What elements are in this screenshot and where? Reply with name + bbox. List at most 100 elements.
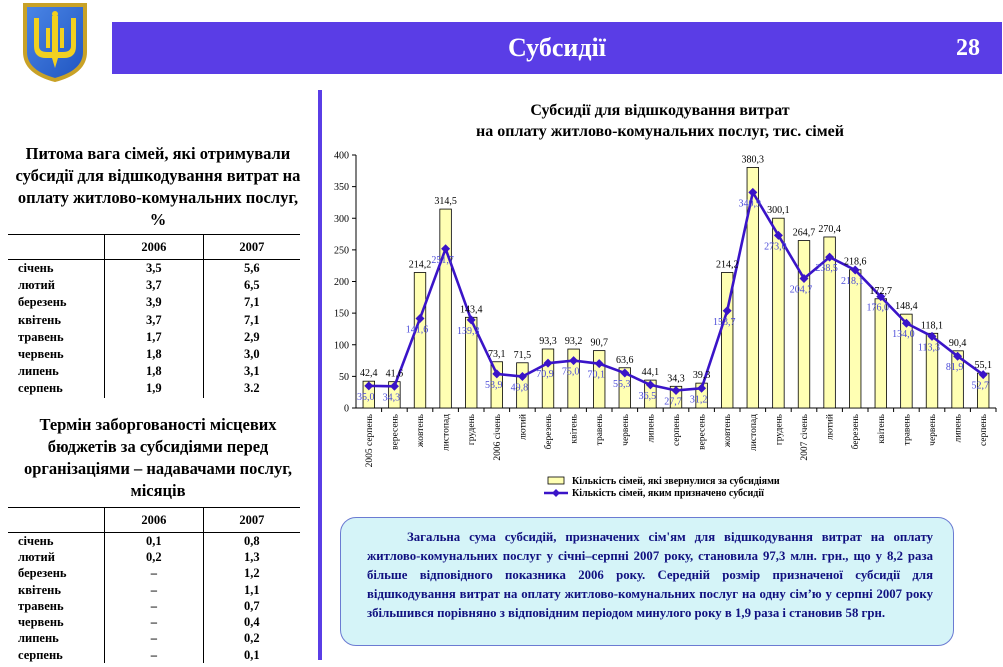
line-data-label: 55,3 <box>613 379 631 390</box>
line-point-marker <box>569 356 579 366</box>
bar <box>490 361 503 409</box>
bar <box>413 272 427 409</box>
table-row: березень –1,2 <box>8 565 300 582</box>
x-tick-label: лютий <box>825 414 836 440</box>
value-2006-cell: 0,2 <box>104 549 204 566</box>
value-2006-cell: – <box>104 647 204 664</box>
line-data-label: 139,3 <box>457 326 480 337</box>
line-data-label: 204,7 <box>790 285 813 296</box>
month-cell: червень <box>18 347 64 362</box>
bar-data-label: 39,3 <box>693 370 711 381</box>
bar-data-label: 214,2 <box>716 260 739 271</box>
bar-data-label: 55,1 <box>974 360 992 371</box>
value-2006-cell: 1,7 <box>104 328 204 346</box>
value-2007-cell: 6,5 <box>202 277 300 295</box>
line-data-label: 70,1 <box>587 370 605 381</box>
x-tick-label: березень <box>543 413 554 449</box>
table-row: травень –0,7 <box>8 598 300 615</box>
line-point-marker <box>799 274 809 284</box>
bar-data-label: 314,5 <box>434 196 457 207</box>
y-tick-label: 50 <box>339 372 349 383</box>
month-cell: липень <box>18 631 59 646</box>
coat-of-arms-logo <box>23 3 87 82</box>
x-tick-label: квітень <box>877 413 887 443</box>
value-2007-cell: 7,1 <box>202 311 300 329</box>
line-point-marker <box>978 370 988 380</box>
month-cell: серпень <box>18 647 63 662</box>
x-tick-label: вересень <box>390 413 400 449</box>
bar <box>618 367 631 409</box>
bar-data-label: 41,6 <box>386 369 404 380</box>
month-cell: серпень <box>18 381 63 396</box>
bar <box>388 381 401 409</box>
legend-bar-label: Кількість сімей, які звернулися за субси… <box>572 476 780 487</box>
line-point-marker <box>927 331 937 341</box>
bar-data-label: 214,2 <box>409 260 432 271</box>
line-data-label: 27,7 <box>664 396 682 407</box>
y-tick-label: 400 <box>334 151 349 162</box>
month-cell: лютий <box>18 278 55 293</box>
line-data-label: 153,7 <box>713 317 736 328</box>
month-cell: травень <box>18 598 64 613</box>
table-row: квітень 3,7 7,1 <box>8 311 300 329</box>
bar <box>721 272 734 409</box>
value-2007-cell: 0,8 <box>202 532 300 550</box>
line-data-label: 52,7 <box>971 381 989 392</box>
bar <box>772 217 785 409</box>
line-data-label: 176,0 <box>867 303 890 314</box>
line-point-marker <box>722 306 732 316</box>
value-2006-cell: 0,1 <box>104 532 204 550</box>
table-row: квітень –1,1 <box>8 581 300 599</box>
line-point-marker <box>901 318 911 328</box>
line-point-marker <box>364 381 374 391</box>
subsidies-chart: 0 50 100 150 200 250 300 350 400 2005 серпень вере… <box>334 151 997 499</box>
month-cell: березень <box>18 566 67 581</box>
bar <box>695 382 708 409</box>
line-point-marker <box>671 385 681 395</box>
bar-data-label: 42,4 <box>360 368 378 379</box>
line-data-label: 113,3 <box>918 342 940 353</box>
x-tick-label: 2005 серпень <box>365 413 375 467</box>
bar-data-label: 172,7 <box>870 286 893 297</box>
y-tick-label: 100 <box>334 340 349 351</box>
value-2007-cell: 3,1 <box>202 363 300 381</box>
bar-data-label: 143,4 <box>460 304 483 315</box>
month-cell: червень <box>18 615 64 630</box>
value-2006-cell: – <box>104 565 204 582</box>
legend-bar-swatch <box>547 476 565 485</box>
value-2006-cell: 3,7 <box>104 311 204 329</box>
table-header-year: 2007 <box>202 507 300 533</box>
x-tick-label: травень <box>902 413 912 445</box>
x-tick-label: вересень <box>698 413 708 449</box>
value-2007-cell: 7,1 <box>202 294 300 312</box>
y-tick-label: 300 <box>334 214 349 225</box>
x-tick-label: серпень <box>672 413 682 446</box>
bar-data-label: 270,4 <box>818 224 841 235</box>
y-tick-label: 250 <box>334 245 349 256</box>
table-row: червень 1,8 3,0 <box>8 345 300 364</box>
header-band: Субсидії 28 <box>112 22 1002 74</box>
line-point-marker <box>773 230 783 240</box>
table-row: лютий 0,2 1,3 <box>8 549 300 566</box>
month-cell: січень <box>18 533 54 548</box>
month-cell: лютий <box>18 549 55 564</box>
table-row: липень –0,2 <box>8 630 300 648</box>
table-row: січень 0,1 0,8 <box>8 532 300 550</box>
table-header-blank <box>8 507 105 533</box>
debt-term-table: 2006 2007 січень 0,1 0,8 лютий 0,2 1,3 березен… <box>8 507 300 664</box>
value-2006-cell: 3,7 <box>104 277 204 295</box>
y-tick-label: 200 <box>334 277 349 288</box>
line-data-label: 75,0 <box>562 367 580 378</box>
x-tick-label: листопад <box>749 414 759 451</box>
line-data-label: 70,9 <box>536 369 554 380</box>
line-point-marker <box>850 265 860 275</box>
line-point-marker <box>517 372 527 382</box>
bar <box>951 350 964 409</box>
x-tick-label: червень <box>621 413 631 445</box>
bar <box>439 208 452 409</box>
line-point-marker <box>953 351 963 361</box>
value-2006-cell: 1,8 <box>104 345 204 364</box>
month-cell: квітень <box>18 312 61 327</box>
page-number: 28 <box>956 35 980 61</box>
x-tick-label: 2007 січень <box>800 413 810 460</box>
